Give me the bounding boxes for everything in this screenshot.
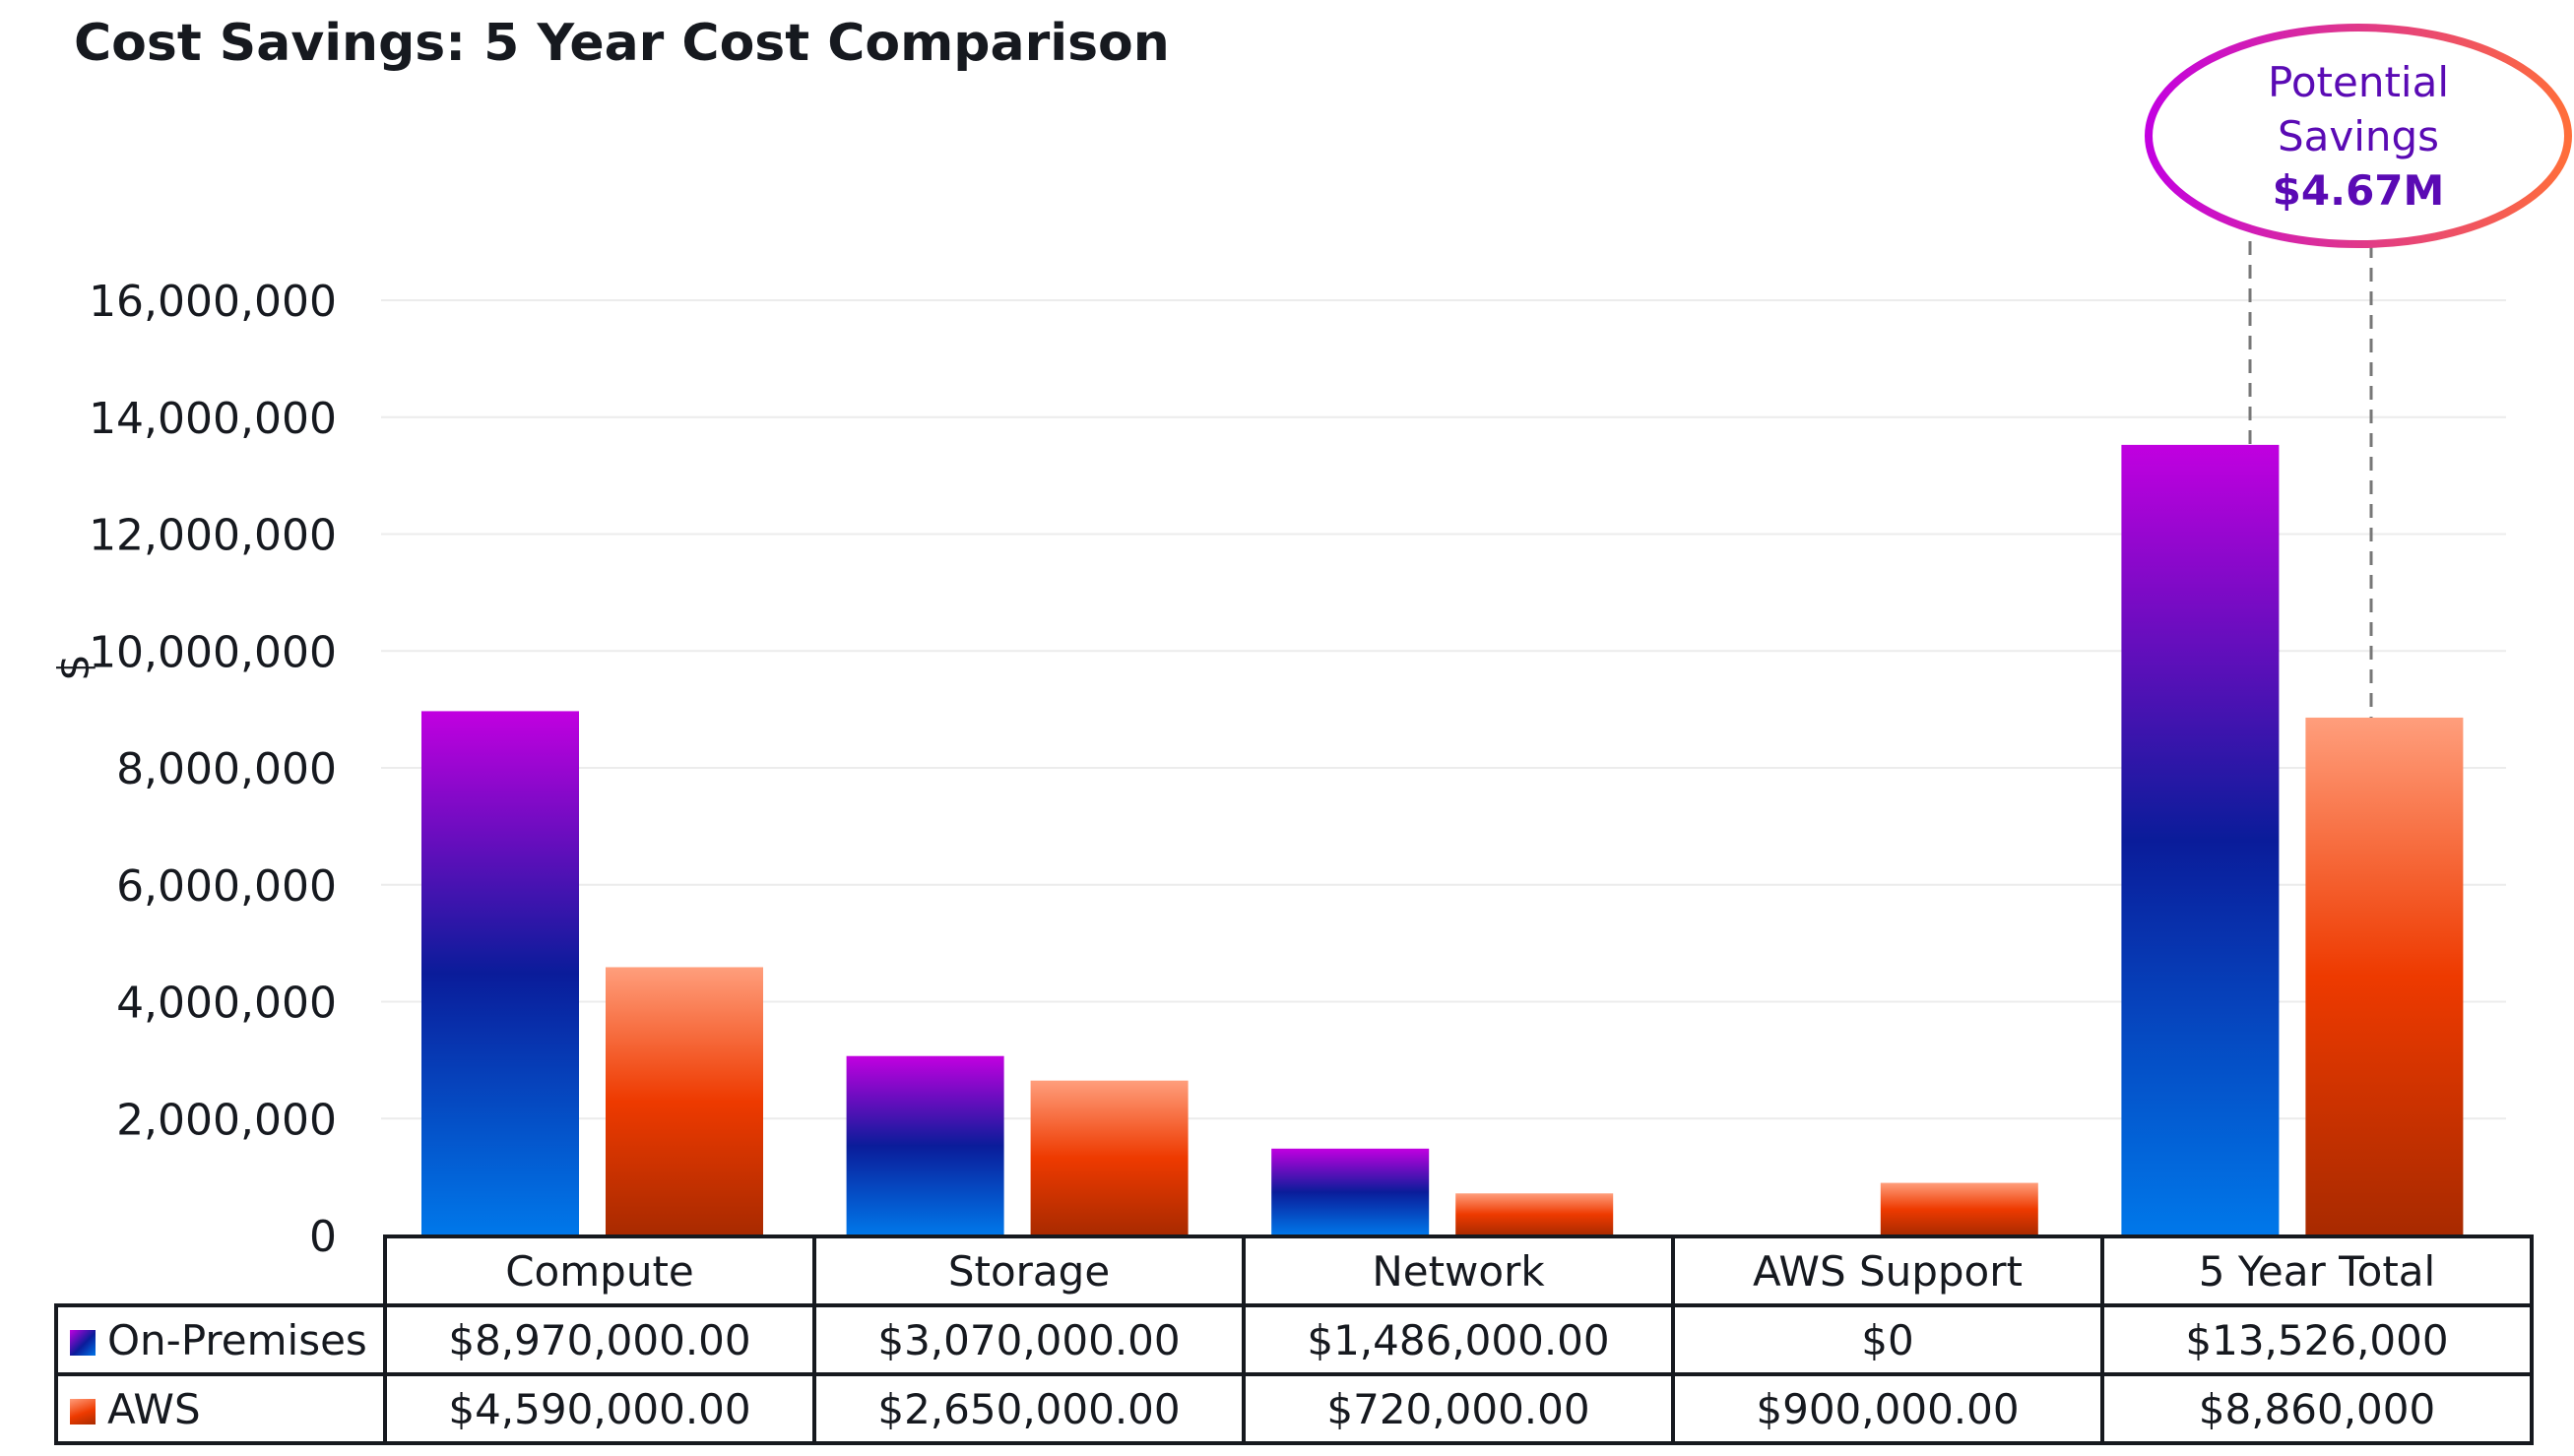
bar-aws [606, 967, 763, 1235]
category-label: Network [1242, 1234, 1675, 1307]
category-label: AWS Support [1671, 1234, 2104, 1307]
y-tick-label: 16,000,000 [89, 277, 337, 327]
y-tick-label: 0 [309, 1212, 337, 1262]
bar-aws [2305, 717, 2464, 1235]
table-cell: $4,590,000.00 [383, 1372, 816, 1445]
savings-label-line1: Potential [2268, 58, 2449, 106]
table-cell: $3,070,000.00 [812, 1303, 1246, 1376]
category-label: Compute [383, 1234, 816, 1307]
table-cell: $13,526,000 [2100, 1303, 2534, 1376]
savings-label-line2: Savings [2278, 112, 2439, 160]
y-tick-label: 4,000,000 [116, 979, 337, 1029]
y-tick-label: 12,000,000 [89, 511, 337, 561]
y-tick-label: 10,000,000 [89, 627, 337, 677]
bar-onprem [1271, 1148, 1430, 1235]
table-cell: $720,000.00 [1242, 1372, 1675, 1445]
bar-aws [1455, 1193, 1614, 1235]
legend-aws: AWS [54, 1372, 387, 1445]
y-tick-label: 2,000,000 [116, 1095, 337, 1145]
y-tick-label: 14,000,000 [89, 394, 337, 444]
data-table: Compute Storage Network AWS Support 5 Ye… [54, 1234, 2534, 1445]
series-name: AWS [107, 1384, 201, 1433]
table-cell: $8,970,000.00 [383, 1303, 816, 1376]
table-cell: $0 [1671, 1303, 2104, 1376]
bar-onprem [2121, 444, 2280, 1235]
legend-swatch-aws [70, 1399, 96, 1424]
table-cell: $8,860,000 [2100, 1372, 2534, 1445]
table-row-aws: AWS $4,590,000.00 $2,650,000.00 $720,000… [54, 1372, 2534, 1445]
bar-aws [1030, 1080, 1189, 1235]
legend-swatch-onprem [70, 1330, 96, 1356]
series-name: On-Premises [107, 1315, 367, 1364]
table-cell: $2,650,000.00 [812, 1372, 1246, 1445]
savings-ellipse [2145, 24, 2572, 248]
bar-onprem [846, 1055, 1004, 1235]
category-label: 5 Year Total [2100, 1234, 2534, 1307]
table-cell: $1,486,000.00 [1242, 1303, 1675, 1376]
legend-onprem: On-Premises [54, 1303, 387, 1376]
savings-annotation: Potential Savings $4.67M [2145, 24, 2572, 718]
y-axis-label: $ [49, 654, 99, 681]
table-corner [56, 1236, 385, 1305]
y-tick-label: 6,000,000 [116, 861, 337, 912]
y-tick-label: 8,000,000 [116, 744, 337, 794]
bars [421, 444, 2464, 1235]
table-header-row: Compute Storage Network AWS Support 5 Ye… [56, 1234, 2534, 1307]
chart-title: Cost Savings: 5 Year Cost Comparison [74, 14, 1170, 73]
savings-value: $4.67M [2273, 166, 2445, 215]
category-label: Storage [812, 1234, 1246, 1307]
table-row-onprem: On-Premises $8,970,000.00 $3,070,000.00 … [54, 1303, 2534, 1376]
bar-aws [1880, 1182, 2038, 1235]
bar-onprem [421, 711, 579, 1235]
table-cell: $900,000.00 [1671, 1372, 2104, 1445]
y-axis-ticks: 0 2,000,000 4,000,000 6,000,000 8,000,000 10,… [89, 277, 337, 1262]
